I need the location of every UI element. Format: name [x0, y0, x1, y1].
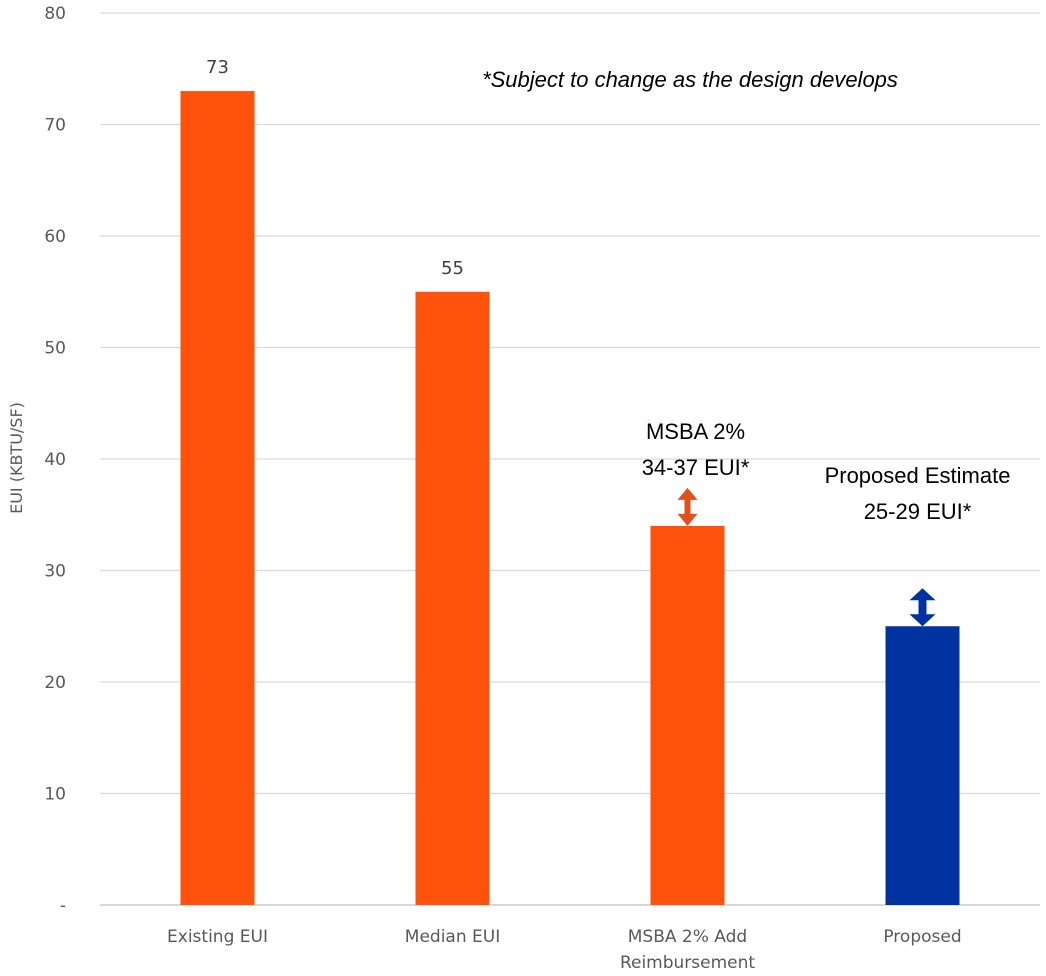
- y-axis-title: EUI (KBTU/SF): [7, 402, 26, 514]
- bars: [181, 91, 960, 905]
- category-label: Existing EUI: [167, 927, 268, 947]
- chart-note: *Subject to change as the design develop…: [482, 67, 898, 92]
- category-label: Median EUI: [405, 927, 500, 947]
- y-tick-label: 50: [44, 339, 66, 359]
- y-tick-label: 30: [44, 562, 66, 582]
- bar: [416, 292, 490, 905]
- double-arrow-icon: [678, 488, 698, 526]
- annotation-text: MSBA 2%: [646, 419, 745, 444]
- y-tick-label: 70: [44, 116, 66, 136]
- bar: [886, 626, 960, 905]
- data-label: 55: [441, 258, 464, 279]
- y-tick-label: 80: [44, 4, 66, 24]
- y-tick-label: 20: [44, 673, 66, 693]
- category-label: Proposed: [883, 927, 961, 947]
- y-tick-label: 40: [44, 450, 66, 470]
- annotation-text: 25-29 EUI*: [864, 499, 972, 524]
- y-axis-ticks: - 10 20 30 40 50 60 70 80: [44, 4, 66, 916]
- annotation-text: Proposed Estimate: [825, 463, 1011, 488]
- y-tick-label: 60: [44, 227, 66, 247]
- y-tick-label: -: [60, 896, 66, 916]
- x-axis-categories: Existing EUI Median EUI MSBA 2% Add Reimbur…: [167, 927, 962, 973]
- bar: [651, 526, 725, 905]
- y-tick-label: 10: [44, 785, 66, 805]
- data-label: 73: [206, 57, 229, 78]
- annotation-text: 34-37 EUI*: [642, 455, 750, 480]
- double-arrow-icon: [910, 588, 936, 626]
- category-label: MSBA 2% Add: [628, 927, 747, 947]
- bar: [181, 91, 255, 905]
- category-label: Reimbursement: [620, 953, 755, 973]
